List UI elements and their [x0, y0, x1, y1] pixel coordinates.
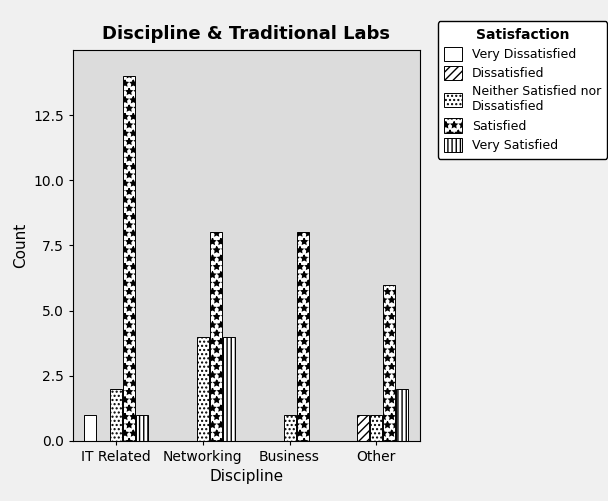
- Bar: [223, 337, 235, 441]
- Bar: [358, 415, 369, 441]
- Title: Discipline & Traditional Labs: Discipline & Traditional Labs: [102, 25, 390, 43]
- Bar: [210, 232, 222, 441]
- Y-axis label: Count: Count: [13, 223, 27, 268]
- Bar: [110, 389, 122, 441]
- X-axis label: Discipline: Discipline: [209, 469, 283, 484]
- Bar: [283, 415, 295, 441]
- Bar: [197, 337, 209, 441]
- Bar: [383, 285, 395, 441]
- Bar: [85, 415, 96, 441]
- Bar: [136, 415, 148, 441]
- Legend: Very Dissatisfied, Dissatisfied, Neither Satisfied nor
Dissatisfied, Satisfied, : Very Dissatisfied, Dissatisfied, Neither…: [438, 21, 607, 158]
- Bar: [370, 415, 382, 441]
- Bar: [396, 389, 408, 441]
- Bar: [297, 232, 308, 441]
- Bar: [123, 76, 135, 441]
